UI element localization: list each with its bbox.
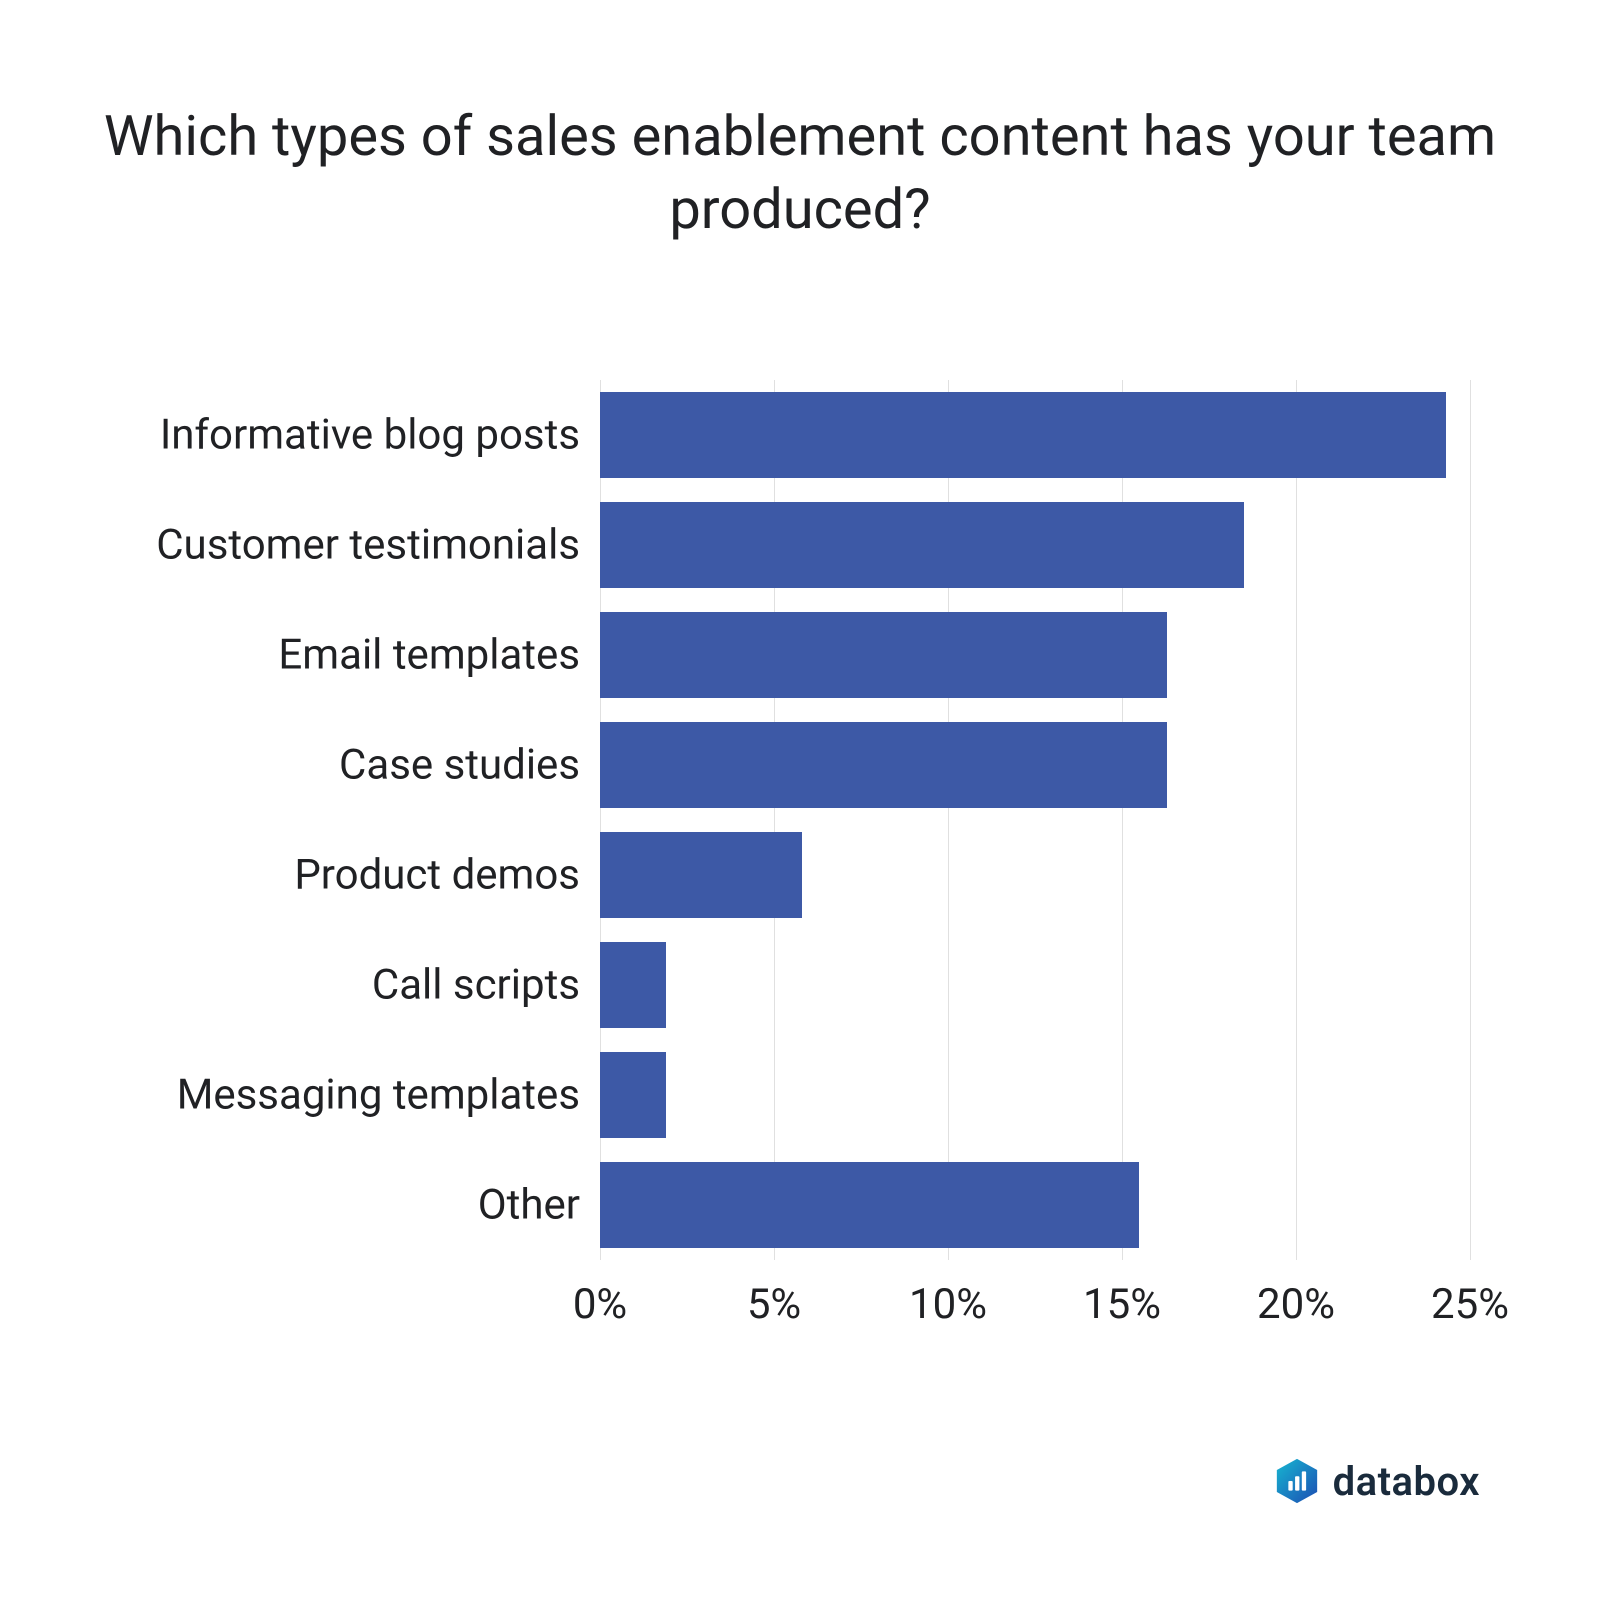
bar-chart: 0% 5% 10% 15% 20% 25% Informative blog posts C… — [70, 380, 1530, 1340]
category-label: Case studies — [70, 741, 580, 790]
x-tick-label: 25% — [1431, 1280, 1509, 1329]
brand-name: databox — [1333, 1458, 1480, 1505]
x-tick-label: 15% — [1083, 1280, 1161, 1329]
x-tick-label: 20% — [1257, 1280, 1335, 1329]
bar — [600, 392, 1446, 478]
bar — [600, 612, 1167, 698]
chart-title: Which types of sales enablement content … — [100, 100, 1500, 246]
category-label: Product demos — [70, 851, 580, 900]
x-tick-label: 5% — [747, 1280, 801, 1329]
bar — [600, 942, 666, 1028]
bar — [600, 722, 1167, 808]
bar — [600, 832, 802, 918]
category-label: Messaging templates — [70, 1071, 580, 1120]
chart-row: Call scripts — [70, 930, 1530, 1040]
category-label: Customer testimonials — [70, 521, 580, 570]
bar — [600, 1162, 1139, 1248]
chart-row: Informative blog posts — [70, 380, 1530, 490]
chart-row: Product demos — [70, 820, 1530, 930]
bar — [600, 502, 1244, 588]
chart-canvas: Which types of sales enablement content … — [0, 0, 1600, 1600]
databox-hex-icon — [1273, 1457, 1321, 1505]
bar — [600, 1052, 666, 1138]
chart-row: Customer testimonials — [70, 490, 1530, 600]
x-axis-labels: 0%5%10%15%20%25% — [600, 1280, 1470, 1340]
chart-row: Other — [70, 1150, 1530, 1260]
brand-logo: databox — [1273, 1457, 1480, 1505]
category-label: Email templates — [70, 631, 580, 680]
category-label: Informative blog posts — [70, 411, 580, 460]
x-tick-label: 10% — [909, 1280, 987, 1329]
chart-row: Case studies — [70, 710, 1530, 820]
category-label: Other — [70, 1181, 580, 1230]
chart-row: Email templates — [70, 600, 1530, 710]
category-label: Call scripts — [70, 961, 580, 1010]
x-tick-label: 0% — [573, 1280, 627, 1329]
chart-row: Messaging templates — [70, 1040, 1530, 1150]
